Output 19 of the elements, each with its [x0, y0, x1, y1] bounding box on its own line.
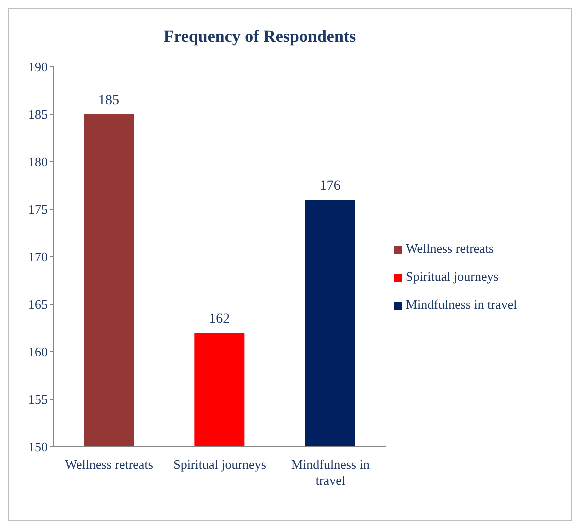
data-label: 176	[320, 179, 341, 194]
y-tick-label: 165	[28, 297, 48, 312]
y-tick-label: 180	[28, 154, 48, 170]
y-tick-label: 160	[28, 344, 48, 360]
x-tick-label: Spiritual journeys	[174, 457, 266, 472]
y-tick-label: 155	[28, 392, 48, 408]
legend-label: Spiritual journeys	[406, 269, 499, 284]
legend-label: Wellness retreats	[406, 241, 494, 256]
y-tick-label: 150	[28, 440, 48, 455]
x-tick-label: Wellness retreats	[65, 457, 154, 472]
y-tick-label: 175	[28, 202, 48, 218]
data-label: 185	[98, 94, 120, 108]
y-tick-label: 190	[28, 60, 48, 75]
legend-label: Mindfulness in travel	[406, 297, 518, 312]
y-tick-label: 185	[28, 107, 48, 122]
chart-title: Frequency of Respondents	[162, 27, 358, 47]
y-tick-label: 170	[28, 250, 48, 265]
x-tick-label: Mindfulness in travel	[291, 457, 370, 488]
data-label: 162	[209, 312, 230, 327]
